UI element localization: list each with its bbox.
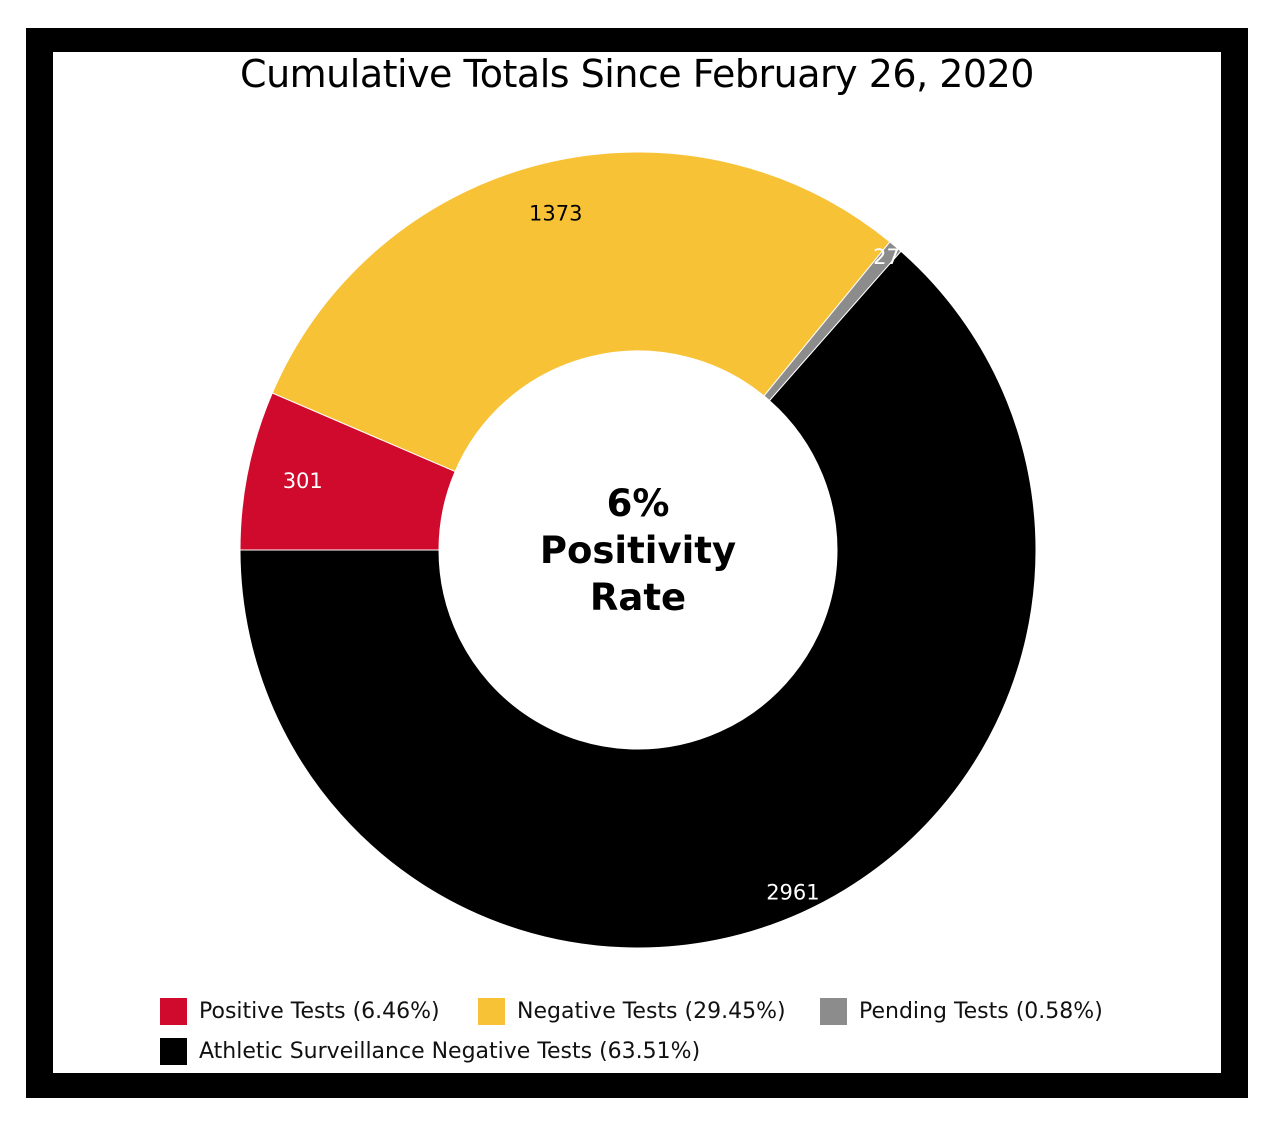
- chart-title: Cumulative Totals Since February 26, 202…: [240, 52, 1034, 96]
- positivity-rate-value: 6%: [606, 482, 670, 525]
- legend-swatch-pending: [820, 998, 847, 1025]
- legend-swatch-positive: [160, 998, 187, 1025]
- legend-item-athletic: Athletic Surveillance Negative Tests (63…: [160, 1038, 700, 1065]
- positivity-rate-text-1: Positivity: [539, 529, 737, 572]
- legend-item-pending: Pending Tests (0.58%): [820, 998, 1103, 1025]
- legend-item-positive: Positive Tests (6.46%): [160, 998, 440, 1025]
- legend-label-athletic: Athletic Surveillance Negative Tests (63…: [199, 1039, 701, 1064]
- positivity-rate-label: 6% Positivity Rate: [510, 480, 766, 621]
- legend-label-negative: Negative Tests (29.45%): [517, 999, 786, 1024]
- slice-negative-tests: [271, 151, 891, 473]
- legend-swatch-negative: [478, 998, 505, 1025]
- legend-swatch-athletic: [160, 1038, 187, 1065]
- slice-value-label-negative-tests: 1373: [529, 202, 582, 226]
- legend-label-pending: Pending Tests (0.58%): [859, 999, 1103, 1024]
- slice-value-label-pending-tests: 27: [873, 245, 900, 269]
- positivity-rate-text-2: Rate: [589, 576, 687, 619]
- legend-item-negative: Negative Tests (29.45%): [478, 998, 786, 1025]
- legend-label-positive: Positive Tests (6.46%): [199, 999, 440, 1024]
- slice-athletic-surveillance-negative-tests: [239, 250, 1037, 949]
- slice-value-label-athletic-surveillance-negative-tests: 2961: [766, 881, 819, 905]
- slice-value-label-positive-tests: 301: [283, 469, 323, 493]
